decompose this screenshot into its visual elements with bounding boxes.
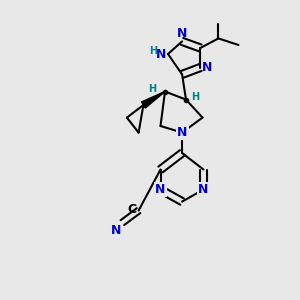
Text: C: C bbox=[127, 202, 136, 216]
Text: N: N bbox=[177, 126, 187, 139]
Text: H: H bbox=[149, 46, 158, 56]
Text: H: H bbox=[148, 84, 157, 94]
Text: N: N bbox=[198, 183, 208, 196]
Text: N: N bbox=[155, 183, 166, 196]
Text: H: H bbox=[191, 92, 199, 102]
Text: N: N bbox=[177, 27, 187, 40]
Text: N: N bbox=[110, 224, 121, 237]
Text: N: N bbox=[202, 61, 212, 74]
Text: N: N bbox=[156, 47, 166, 61]
Polygon shape bbox=[142, 92, 165, 108]
